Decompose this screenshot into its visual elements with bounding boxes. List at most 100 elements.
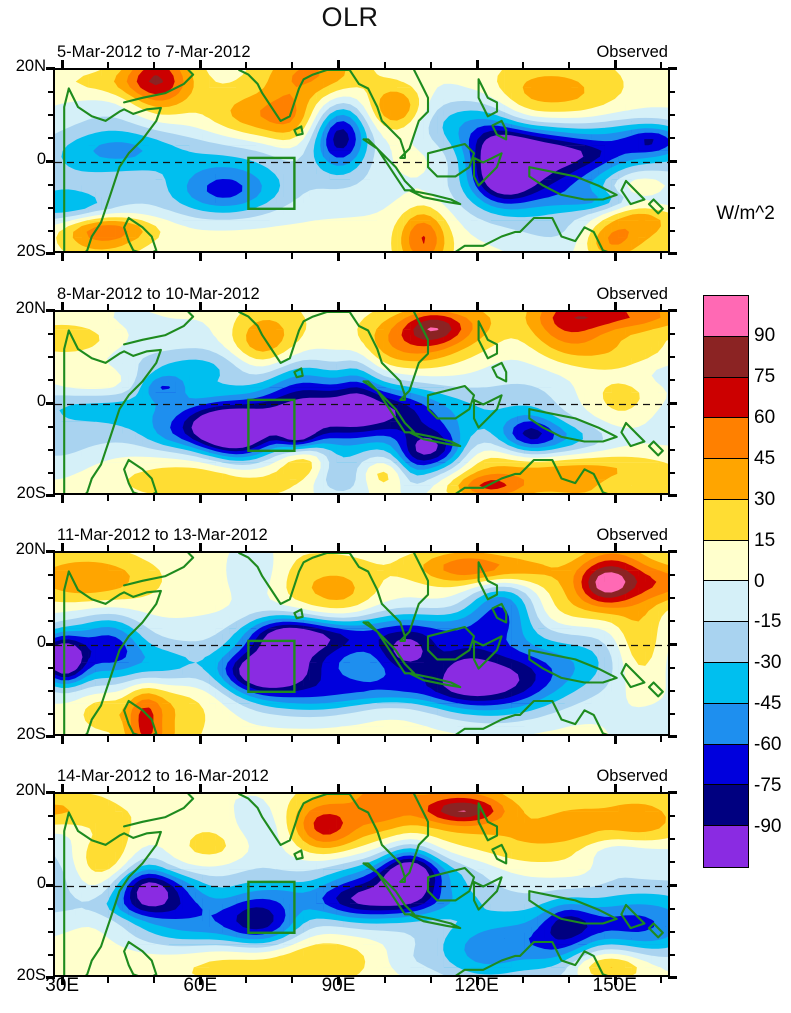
y-tick-major — [668, 160, 677, 163]
y-tick-minor — [48, 838, 54, 840]
x-tick-minor — [153, 304, 155, 311]
colorbar-tick-label: 75 — [754, 366, 775, 388]
panel-map — [53, 551, 670, 736]
x-tick-major — [337, 252, 340, 261]
x-tick-minor — [245, 786, 247, 793]
colorbar-swatch — [704, 663, 748, 704]
panel-source-tag: Observed — [596, 526, 668, 545]
x-tick-major — [614, 784, 617, 793]
y-tick-major — [668, 550, 677, 553]
y-tick-minor — [48, 908, 54, 910]
y-tick-minor — [669, 954, 675, 956]
colorbar-tick-label: 90 — [754, 325, 775, 347]
x-tick-major — [614, 302, 617, 311]
y-tick-major — [46, 67, 55, 70]
y-axis-label: 0 — [0, 150, 46, 169]
y-tick-minor — [669, 114, 675, 116]
y-tick-major — [46, 643, 55, 646]
y-tick-minor — [48, 690, 54, 692]
y-tick-major — [46, 160, 55, 163]
y-tick-minor — [48, 815, 54, 817]
x-tick-major — [614, 735, 617, 744]
x-tick-minor — [568, 304, 570, 311]
x-tick-minor — [107, 62, 109, 69]
y-tick-minor — [48, 472, 54, 474]
x-tick-minor — [522, 304, 524, 311]
colorbar-tick-label: -30 — [754, 652, 781, 674]
x-tick-minor — [153, 252, 155, 259]
colorbar-unit-label: W/m^2 — [700, 203, 791, 225]
x-tick-minor — [153, 545, 155, 552]
panel-title: 5-Mar-2012 to 7-Mar-2012 — [57, 43, 251, 62]
x-tick-minor — [107, 786, 109, 793]
colorbar-swatch — [704, 296, 748, 337]
x-tick-major — [476, 60, 479, 69]
colorbar-tick-label: -60 — [754, 734, 781, 756]
x-tick-minor — [107, 976, 109, 983]
x-tick-minor — [568, 494, 570, 501]
x-tick-minor — [384, 786, 386, 793]
x-tick-minor — [384, 62, 386, 69]
colorbar — [703, 295, 749, 868]
x-tick-minor — [430, 545, 432, 552]
x-tick-minor — [245, 494, 247, 501]
x-tick-major — [614, 60, 617, 69]
x-tick-major — [476, 784, 479, 793]
y-tick-minor — [48, 713, 54, 715]
y-tick-major — [46, 791, 55, 794]
x-tick-major — [337, 735, 340, 744]
y-axis-label: 0 — [0, 874, 46, 893]
x-tick-minor — [430, 735, 432, 742]
x-tick-minor — [245, 304, 247, 311]
x-tick-minor — [291, 735, 293, 742]
y-tick-major — [668, 494, 677, 497]
x-tick-minor — [153, 976, 155, 983]
x-tick-minor — [291, 976, 293, 983]
x-tick-major — [614, 494, 617, 503]
colorbar-swatch — [704, 581, 748, 622]
x-tick-major — [61, 735, 64, 744]
x-tick-minor — [522, 976, 524, 983]
x-tick-minor — [430, 304, 432, 311]
x-axis-label: 150E — [580, 975, 650, 997]
panel-2: 8-Mar-2012 to 10-Mar-2012 Observed — [53, 310, 670, 495]
y-tick-minor — [48, 861, 54, 863]
panel-map — [53, 792, 670, 977]
x-tick-minor — [660, 735, 662, 742]
x-tick-major — [61, 252, 64, 261]
x-tick-major — [337, 60, 340, 69]
x-tick-minor — [153, 735, 155, 742]
x-tick-minor — [660, 976, 662, 983]
x-tick-major — [337, 784, 340, 793]
x-tick-minor — [568, 786, 570, 793]
y-tick-minor — [48, 356, 54, 358]
y-tick-minor — [48, 954, 54, 956]
x-tick-minor — [245, 735, 247, 742]
x-tick-minor — [430, 786, 432, 793]
x-tick-minor — [522, 252, 524, 259]
x-tick-minor — [660, 62, 662, 69]
y-tick-minor — [669, 137, 675, 139]
y-tick-minor — [48, 426, 54, 428]
x-tick-minor — [430, 62, 432, 69]
y-tick-major — [668, 735, 677, 738]
y-tick-minor — [48, 184, 54, 186]
x-tick-minor — [107, 545, 109, 552]
colorbar-swatch — [704, 459, 748, 500]
x-tick-minor — [568, 252, 570, 259]
x-tick-major — [337, 302, 340, 311]
x-tick-minor — [291, 786, 293, 793]
colorbar-swatch — [704, 337, 748, 378]
y-tick-minor — [669, 838, 675, 840]
colorbar-swatch — [704, 378, 748, 419]
y-axis-label: 20S — [0, 725, 46, 744]
y-tick-minor — [48, 137, 54, 139]
colorbar-swatch — [704, 541, 748, 582]
colorbar-tick-label: 0 — [754, 571, 765, 593]
y-axis-label: 20N — [0, 299, 46, 318]
x-tick-minor — [660, 304, 662, 311]
x-tick-minor — [291, 62, 293, 69]
panel-map — [53, 68, 670, 253]
y-tick-major — [46, 884, 55, 887]
x-axis-label: 90E — [303, 975, 373, 997]
